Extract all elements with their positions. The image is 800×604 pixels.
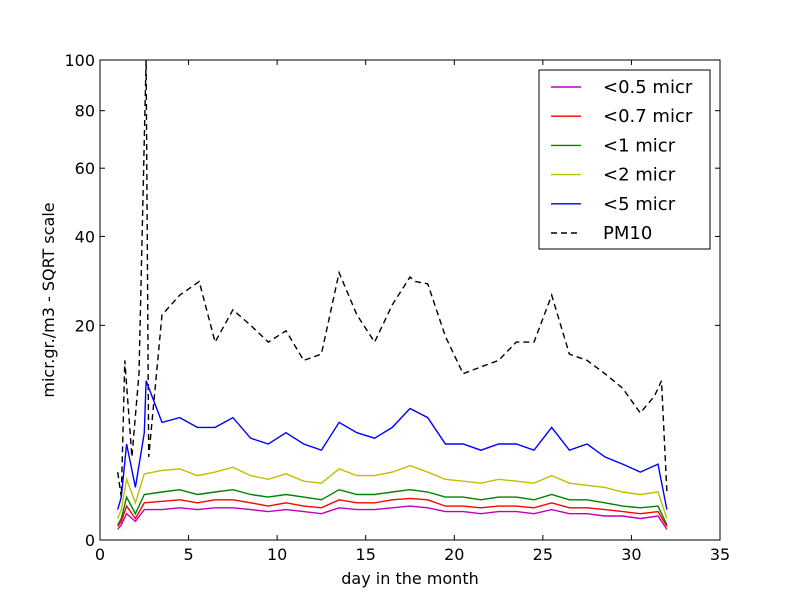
legend-label: <2 micr bbox=[603, 165, 676, 186]
x-tick-label: 20 bbox=[444, 545, 464, 564]
y-tick-label: 80 bbox=[75, 102, 95, 121]
x-tick-label: 15 bbox=[356, 545, 376, 564]
series-line bbox=[117, 505, 668, 530]
legend-label: <5 micr bbox=[603, 194, 676, 215]
series-layer bbox=[117, 59, 668, 530]
legend-frame bbox=[538, 69, 711, 250]
x-tick-label: 30 bbox=[621, 545, 641, 564]
series-line bbox=[117, 497, 668, 527]
series-line bbox=[117, 488, 668, 526]
tick-layer: 0 5 10 15 20 25 30 35 0 20 40 60 80 100 bbox=[64, 51, 730, 564]
legend-label: <0.5 micr bbox=[603, 77, 693, 98]
y-tick-label: 60 bbox=[75, 159, 95, 178]
x-tick-label: 10 bbox=[267, 545, 287, 564]
legend: <0.5 micr <0.7 micr <1 micr <2 micr <5 micr P… bbox=[538, 69, 711, 250]
series-line bbox=[117, 464, 668, 519]
x-tick-label: 25 bbox=[533, 545, 553, 564]
y-tick-label: 0 bbox=[85, 531, 95, 550]
y-axis-label: micr.gr./m3 - SQRT scale bbox=[39, 202, 58, 397]
series-line bbox=[117, 380, 668, 510]
axes-frame bbox=[99, 59, 721, 541]
y-tick-label: 40 bbox=[75, 227, 95, 246]
x-axis-label: day in the month bbox=[341, 569, 478, 588]
legend-label: <0.7 micr bbox=[603, 106, 693, 127]
x-tick-label: 0 bbox=[95, 545, 105, 564]
x-tick-label: 35 bbox=[710, 545, 730, 564]
series-line bbox=[117, 59, 668, 498]
legend-label: <1 micr bbox=[603, 135, 676, 156]
x-tick-label: 5 bbox=[183, 545, 193, 564]
legend-label: PM10 bbox=[603, 223, 652, 244]
y-tick-label: 100 bbox=[64, 51, 95, 70]
y-tick-label: 20 bbox=[75, 316, 95, 335]
